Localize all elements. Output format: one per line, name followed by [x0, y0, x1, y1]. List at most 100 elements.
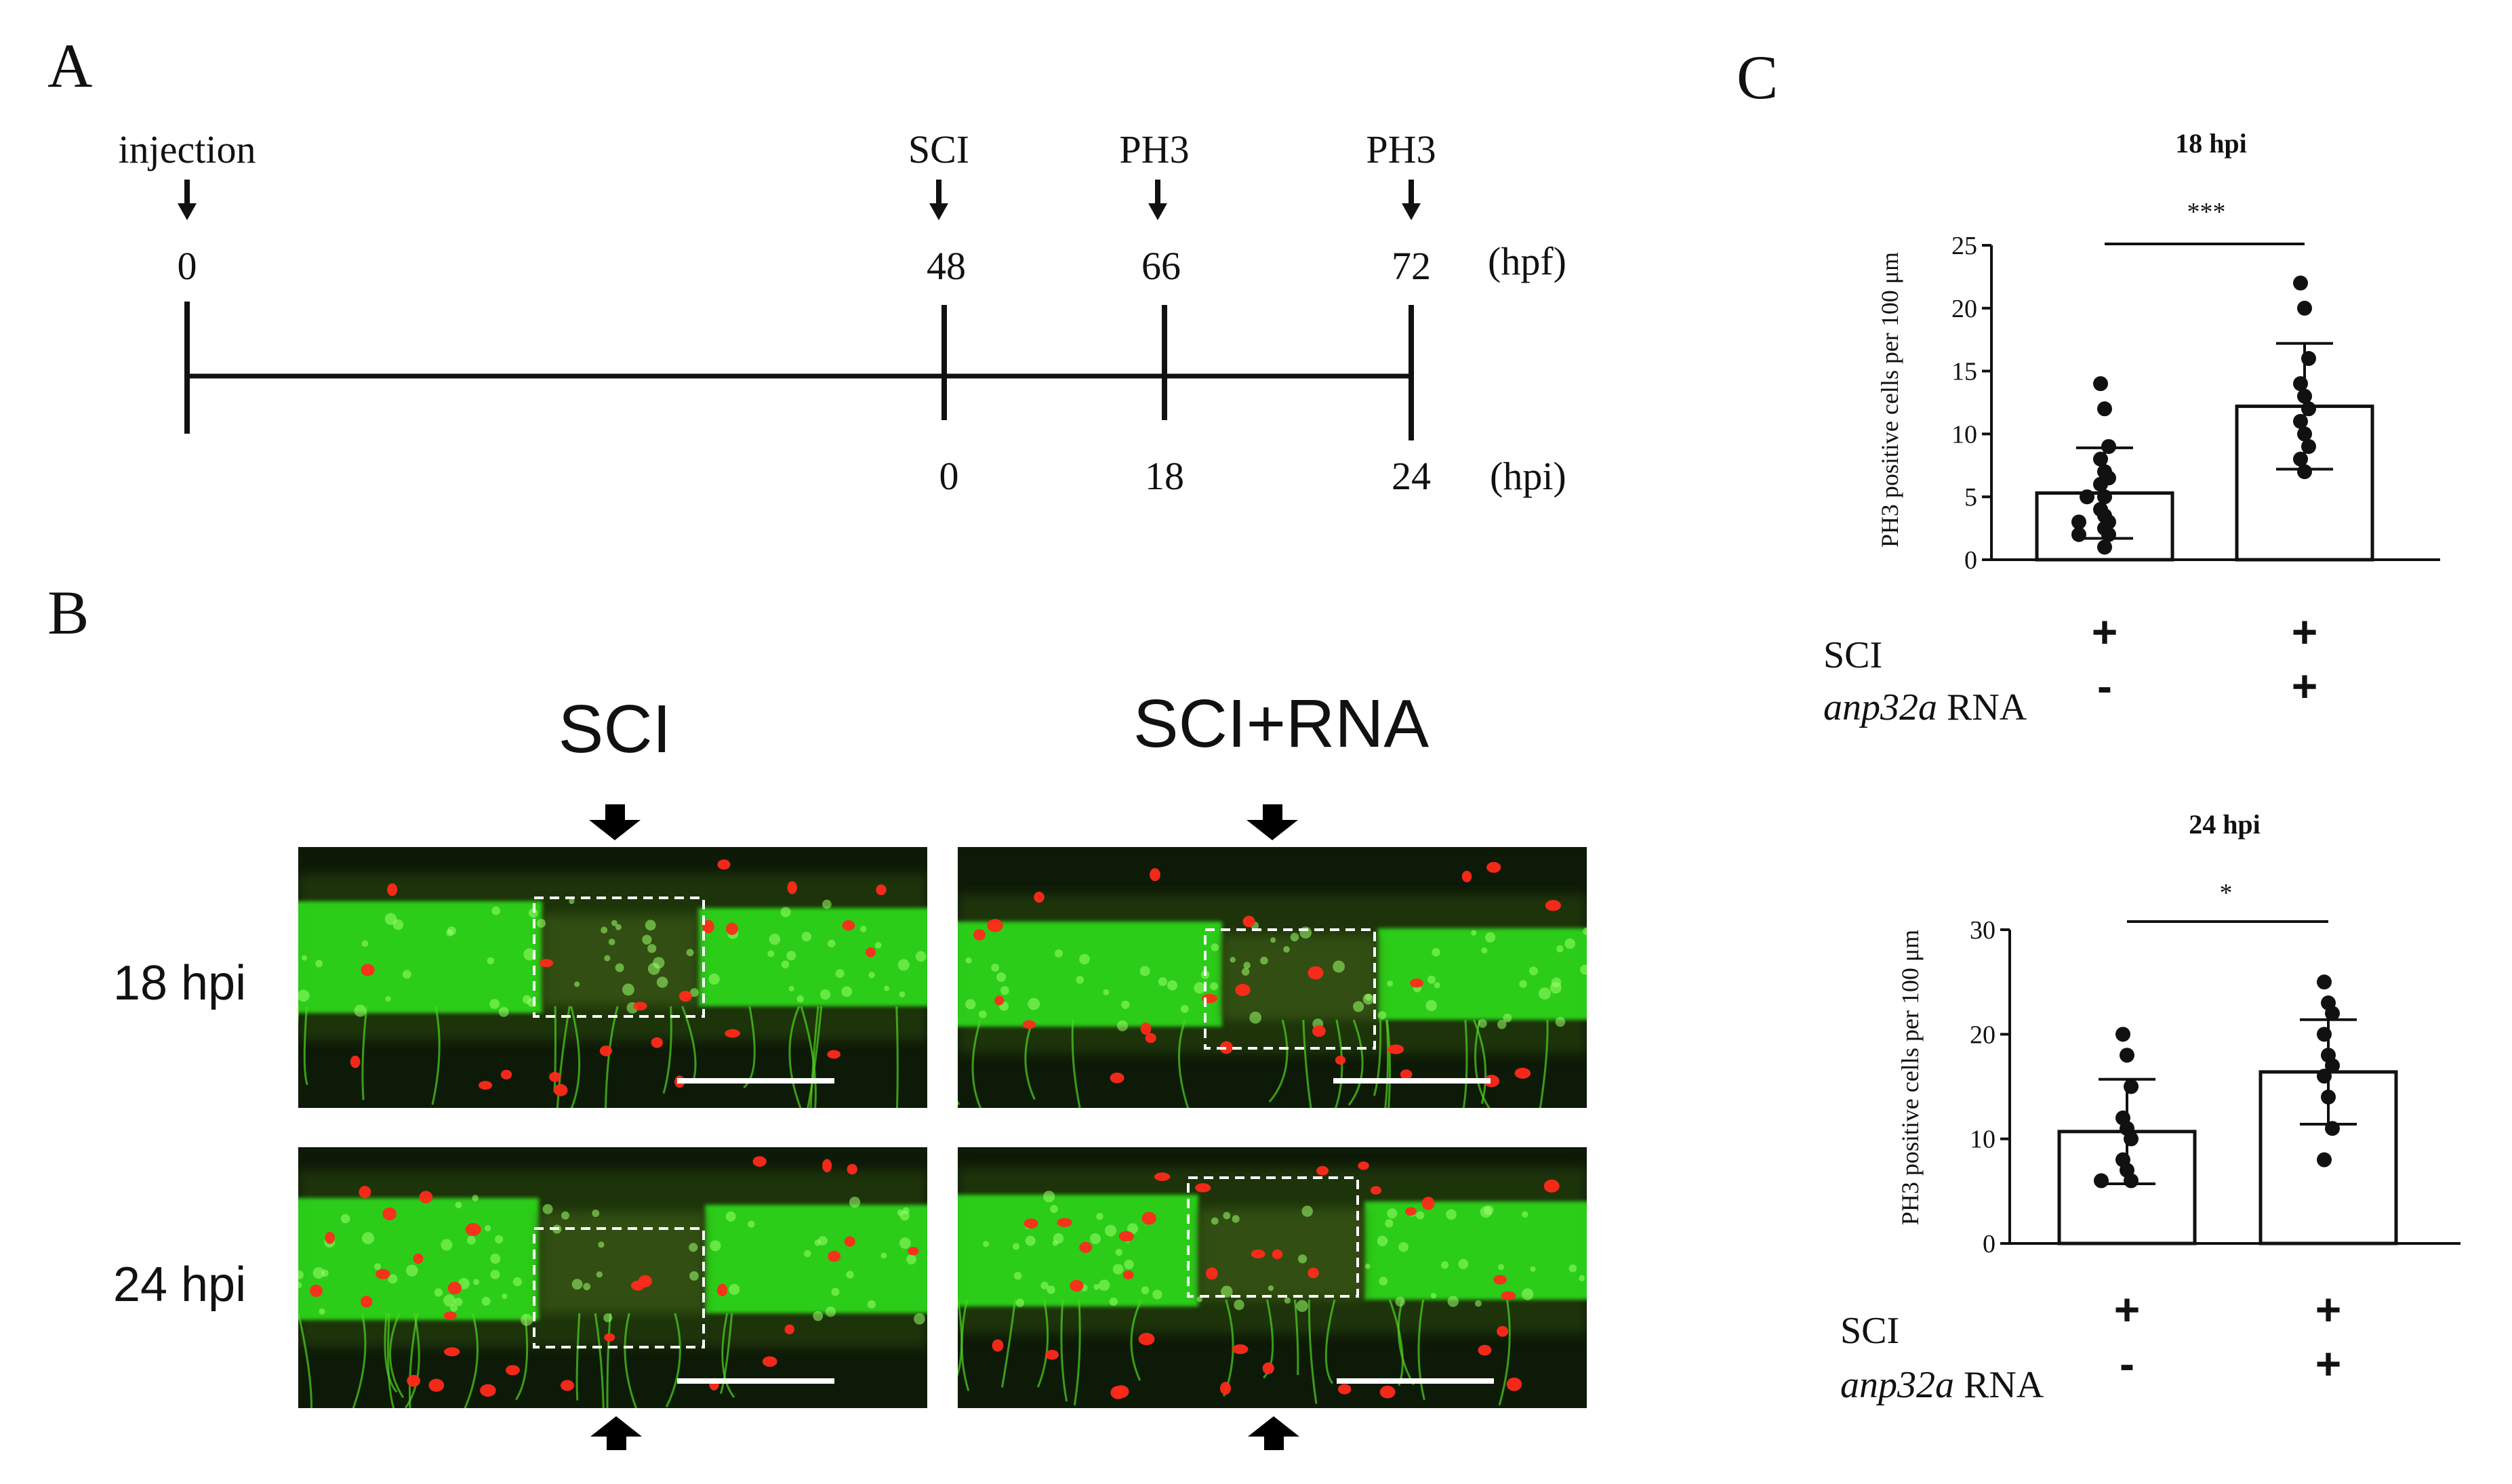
green-cell — [298, 1281, 302, 1289]
red-nucleus — [359, 1186, 371, 1199]
arrow-down-icon — [178, 180, 197, 220]
green-cell — [767, 950, 775, 957]
green-cell — [1425, 999, 1437, 1012]
green-cell — [583, 1283, 591, 1291]
green-cell — [449, 1304, 458, 1312]
green-cell — [1249, 1011, 1262, 1024]
green-cell — [656, 976, 668, 988]
green-cell — [301, 955, 307, 961]
green-cell — [528, 908, 538, 918]
green-cell — [536, 919, 546, 928]
red-nucleus — [1242, 915, 1255, 928]
green-cell — [689, 1243, 698, 1252]
red-nucleus — [309, 1284, 323, 1297]
green-cell — [494, 1235, 504, 1244]
green-cell — [392, 919, 404, 930]
neurite — [895, 1006, 899, 1108]
red-nucleus — [1140, 1022, 1152, 1035]
green-cell — [603, 1313, 613, 1323]
red-nucleus — [1387, 1044, 1404, 1054]
green-cell — [315, 960, 323, 968]
green-cell — [1539, 987, 1551, 1000]
gene-name: anp32a — [1840, 1364, 1954, 1406]
red-nucleus — [1045, 1350, 1059, 1360]
red-nucleus — [1410, 978, 1423, 988]
neurite — [809, 1006, 819, 1108]
red-nucleus — [1118, 1231, 1134, 1242]
y-axis-label: PH3 positive cells per 100 μm — [1897, 930, 1924, 1225]
data-point — [2115, 1027, 2130, 1042]
rna-sign: + — [2292, 661, 2318, 711]
gene-name: anp32a — [1823, 686, 1937, 728]
hpf-unit: (hpf) — [1488, 239, 1566, 283]
data-point — [2097, 489, 2112, 505]
green-cell — [1076, 976, 1085, 984]
event-label-sci: SCI — [908, 127, 969, 171]
green-cell — [729, 1283, 740, 1295]
neurite — [665, 1313, 681, 1408]
data-point — [2317, 1152, 2332, 1168]
green-cell — [571, 1279, 583, 1290]
red-nucleus — [325, 1231, 335, 1244]
green-cell — [1440, 1261, 1449, 1269]
green-cell — [362, 1232, 374, 1245]
data-point — [2325, 1121, 2340, 1136]
green-cell — [473, 1279, 480, 1285]
block-arrow-down-icon — [589, 804, 641, 840]
green-cell — [1497, 1020, 1507, 1029]
neurite — [719, 1313, 733, 1395]
red-nucleus — [1379, 1385, 1396, 1399]
neurite — [409, 1313, 419, 1408]
red-nucleus — [822, 1159, 832, 1172]
green-cell — [1194, 982, 1206, 994]
green-cell — [622, 983, 634, 996]
green-cell — [983, 1241, 990, 1248]
green-cell — [1015, 1298, 1025, 1307]
red-nucleus — [844, 1236, 855, 1247]
red-nucleus — [1484, 1075, 1500, 1088]
green-cell — [1364, 1263, 1371, 1269]
green-cell — [1530, 1266, 1536, 1272]
data-point — [2071, 527, 2086, 542]
green-cell — [1089, 1233, 1101, 1244]
red-nucleus — [350, 1055, 361, 1069]
green-cell — [1283, 946, 1290, 953]
green-cell — [748, 1220, 755, 1228]
hpf-value-2: 66 — [1141, 244, 1181, 288]
panel-label-b: B — [47, 578, 89, 647]
green-cell — [906, 1254, 916, 1264]
green-cell — [991, 964, 1000, 972]
green-cell — [312, 1266, 325, 1279]
hpi-value-2: 18 — [1145, 454, 1184, 498]
data-point — [2124, 1131, 2139, 1147]
green-cell — [388, 1274, 398, 1284]
neurite — [807, 1006, 823, 1108]
red-nucleus — [725, 1029, 740, 1038]
lesion-box — [533, 896, 705, 1018]
neurite — [514, 1313, 529, 1401]
cord-band-left — [298, 901, 542, 1013]
green-cell — [1167, 980, 1178, 991]
red-nucleus — [387, 883, 398, 896]
neurite — [464, 1313, 479, 1408]
red-nucleus — [361, 964, 375, 976]
neurite — [405, 1313, 420, 1408]
neurite — [1348, 1019, 1364, 1106]
green-cell — [611, 920, 617, 926]
green-cell — [1230, 957, 1236, 963]
red-nucleus — [1514, 1067, 1531, 1079]
green-cell — [1211, 943, 1219, 951]
red-nucleus — [1034, 891, 1045, 903]
row-label-sci: SCI — [1823, 634, 1882, 676]
green-cell — [1270, 937, 1276, 943]
neurite — [1417, 1299, 1425, 1401]
row-label-18hpi: 18 hpi — [113, 956, 246, 1010]
data-point — [2097, 539, 2112, 555]
green-cell — [1447, 1296, 1459, 1307]
hpi-value-1: 0 — [939, 454, 959, 498]
red-nucleus — [716, 1283, 728, 1297]
red-nucleus — [994, 995, 1005, 1006]
neurite — [1308, 1299, 1318, 1404]
red-nucleus — [908, 1247, 919, 1256]
green-cell — [1290, 932, 1299, 942]
